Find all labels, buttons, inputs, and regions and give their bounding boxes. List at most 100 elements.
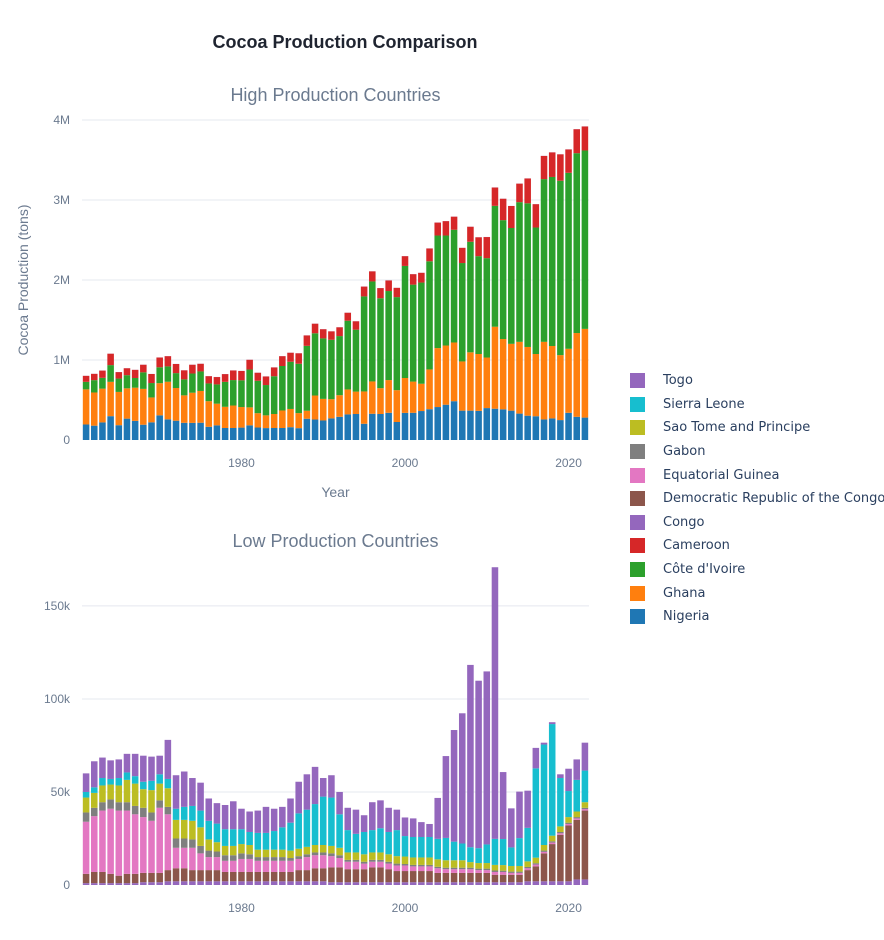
low-bar-sao-tome-and-principe [320,845,327,852]
high-bar-ghana [549,346,556,418]
legend-item-togo[interactable]: Togo [630,369,880,393]
low-bar-sao-tome-and-principe [410,857,417,864]
high-bar-nigeria [459,411,466,440]
high-bar-nigeria [189,423,196,440]
high-bar-co-te-d-ivoire [287,362,294,409]
legend-item-cameroon[interactable]: Cameroon [630,534,880,558]
high-bar-nigeria [312,420,319,440]
low-bar-sao-tome-and-principe [197,827,204,846]
low-bar-sierra-leone [222,829,229,846]
low-bar-togo [181,772,188,807]
high-bar-ghana [132,388,139,421]
low-bar-congo [451,882,458,885]
low-bar-togo [255,811,262,833]
low-bar-congo [189,881,196,885]
low-bar-gabon [279,857,286,861]
low-bar-sao-tome-and-principe [557,826,564,832]
low-bar-sao-tome-and-principe [173,820,180,839]
low-bar-gabon [573,817,580,818]
high-bar-ghana [582,329,589,418]
low-bar-equatorial-guinea [222,861,229,872]
low-bar-sao-tome-and-principe [271,850,278,857]
high-bar-ghana [214,404,221,426]
low-bar-sao-tome-and-principe [508,866,515,872]
low-bar-democratic-republic-of-the-congo [467,873,474,882]
legend-item-congo[interactable]: Congo [630,511,880,535]
legend-item-gabon[interactable]: Gabon [630,440,880,464]
low-bar-equatorial-guinea [557,833,564,834]
high-bar-ghana [402,378,409,413]
high-bar-cameroon [369,271,376,281]
low-bar-sierra-leone [304,810,311,847]
high-bar-ghana [181,395,188,422]
high-bar-cameroon [549,152,556,177]
low-bar-gabon [165,807,172,814]
low-bar-togo [508,808,515,847]
low-bar-sao-tome-and-principe [214,842,221,851]
low-bar-equatorial-guinea [165,814,172,870]
high-bar-cameroon [99,371,106,378]
legend-item-sao-tome-and-principe[interactable]: Sao Tome and Principe [630,416,880,440]
legend-label-ghana: Ghana [663,586,706,601]
legend-item-dr-congo[interactable]: Democratic Republic of the Congo [630,487,880,511]
low-y-tick-label: 50k [51,785,71,799]
low-bar-democratic-republic-of-the-congo [565,825,572,881]
high-bar-nigeria [434,407,441,440]
low-bar-democratic-republic-of-the-congo [541,853,548,881]
high-bar-co-te-d-ivoire [148,383,155,397]
low-bar-congo [222,881,229,885]
high-bar-ghana [434,348,441,407]
low-bar-equatorial-guinea [484,870,491,873]
legend-item-sierra-leone[interactable]: Sierra Leone [630,393,880,417]
low-bar-equatorial-guinea [295,859,302,870]
legend-item-equatorial-guinea[interactable]: Equatorial Guinea [630,463,880,487]
high-bar-co-te-d-ivoire [533,228,540,354]
high-bar-nigeria [394,422,401,440]
high-bar-ghana [263,415,270,428]
legend-item-nigeria[interactable]: Nigeria [630,605,880,629]
high-x-tick-label: 2000 [392,456,419,470]
low-bar-sierra-leone [255,833,262,850]
high-bar-co-te-d-ivoire [573,153,580,333]
low-bar-gabon [271,857,278,861]
low-bar-congo [385,882,392,885]
low-bar-togo [230,801,237,829]
low-bar-togo [443,756,450,838]
low-bar-sierra-leone [541,745,548,845]
low-bar-gabon [344,860,351,862]
legend-label-nigeria: Nigeria [663,609,710,624]
low-bar-togo [573,759,580,779]
high-bar-nigeria [140,425,147,440]
chart-legend: Togo Sierra Leone Sao Tome and Principe … [630,369,880,629]
high-bar-cameroon [492,188,499,206]
high-bar-nigeria [328,418,335,440]
legend-swatch-congo [630,515,645,530]
legend-swatch-togo [630,373,645,388]
low-bar-congo [565,881,572,885]
low-bar-congo [246,881,253,885]
legend-item-ghana[interactable]: Ghana [630,581,880,605]
low-bar-congo [443,882,450,885]
low-bar-togo [582,743,589,771]
low-bar-gabon [508,872,515,873]
high-bar-cameroon [287,353,294,362]
high-y-tick-label: 3M [53,193,70,207]
low-bar-equatorial-guinea [369,862,376,868]
high-bar-cameroon [394,288,401,297]
low-bar-gabon [173,838,180,847]
high-bar-cameroon [385,280,392,291]
high-bar-cameroon [500,199,507,220]
high-bar-nigeria [402,413,409,440]
legend-label-sao-tome-and-principe: Sao Tome and Principe [663,420,810,435]
low-bar-democratic-republic-of-the-congo [426,871,433,882]
low-y-tick-label: 100k [44,692,71,706]
high-bar-ghana [271,414,278,428]
legend-item-cote-divoire[interactable]: Côte d'Ivoire [630,558,880,582]
low-bar-congo [304,881,311,885]
low-bar-sao-tome-and-principe [582,802,589,808]
low-bar-equatorial-guinea [492,872,499,875]
low-bar-gabon [91,808,98,816]
low-bar-democratic-republic-of-the-congo [222,872,229,881]
low-bar-sao-tome-and-principe [549,836,556,842]
high-bar-nigeria [385,413,392,440]
